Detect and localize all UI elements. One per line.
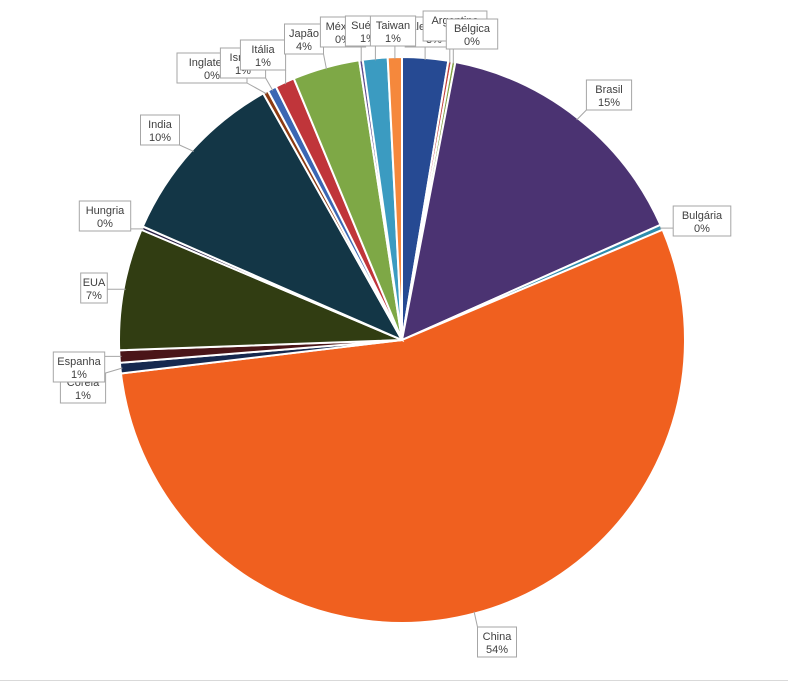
data-label-value: 7% [86,290,102,302]
data-label-value: 0% [204,70,220,82]
data-label-name: Brasil [595,84,623,96]
slice-india [141,91,405,343]
data-label-box [477,626,517,658]
data-label-name: Espanha [57,356,101,368]
leader-brasil [576,109,587,121]
leader-coreia [105,367,123,374]
data-label-name: Japão [289,28,319,40]
leader-japao [323,53,327,70]
leader-china [473,611,478,628]
data-label-box [284,23,324,55]
data-label-value: 0% [97,218,113,230]
data-label-value: 1% [75,390,91,402]
data-label-name: Taiwan [376,20,410,32]
data-label-box [239,39,287,71]
data-label-value: 1% [255,57,271,69]
data-label-name: Bulgária [682,210,723,222]
data-label-box [445,18,499,50]
data-label-name: Itália [251,44,275,56]
data-label-value: 15% [598,97,620,109]
data-label-value: 54% [486,644,508,656]
data-label-value: 10% [149,132,171,144]
data-label-name: China [483,631,513,643]
data-label-box [369,15,417,47]
data-label-box [78,200,132,232]
data-label-value: 1% [71,369,87,381]
leader-india [179,144,194,152]
data-label-value: 0% [464,36,480,48]
data-label-name: Bélgica [454,23,491,35]
data-label-box [80,272,108,304]
data-labels: Alemanha3%Argentina0%Bélgica0%Brasil15%B… [52,10,732,658]
leader-lines [104,41,674,628]
data-label-name: EUA [83,277,106,289]
data-label-value: 0% [694,223,710,235]
data-label-box [52,351,106,383]
data-label-box [585,79,633,111]
leader-israel [265,77,274,91]
data-label-name: India [148,119,173,131]
data-label-box [140,114,180,146]
data-label-value: 1% [385,33,401,45]
pie-slices [118,55,686,624]
data-label-name: Hungria [86,205,125,217]
data-label-box [672,205,732,237]
frame-divider [0,680,788,681]
data-label-value: 4% [296,41,312,53]
leader-inglaterra [246,82,267,95]
